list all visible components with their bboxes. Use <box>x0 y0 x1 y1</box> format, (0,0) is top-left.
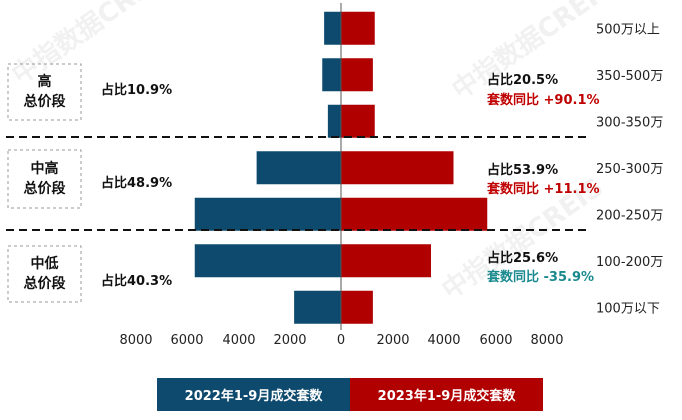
bar-2023 <box>341 11 375 45</box>
category-label: 100-200万 <box>596 255 663 270</box>
bar-2022 <box>194 197 341 231</box>
bar-2022 <box>294 290 341 324</box>
category-label: 250-300万 <box>596 162 663 177</box>
share-2022-label: 占比48.9% <box>101 175 172 191</box>
group-separators <box>6 136 590 231</box>
share-2023-label: 占比25.6% <box>487 250 558 266</box>
legend-swatch-2022 <box>157 378 350 411</box>
category-labels: 500万以上 350-500万 300-350万 250-300万 200-250万 10… <box>596 22 663 316</box>
x-tick-label: 0 <box>337 333 345 348</box>
x-tick-label: 8000 <box>530 333 563 348</box>
x-tick-label: 2000 <box>273 333 306 348</box>
legend-swatch-2023 <box>350 378 543 411</box>
group-label: 总价段 <box>24 275 66 292</box>
bar-2023 <box>341 197 488 231</box>
share-2023-label: 占比20.5% <box>487 72 558 88</box>
category-label: 300-350万 <box>596 115 663 130</box>
legend-label-2023: 2023年1-9月成交套数 <box>378 388 517 404</box>
bar-2022 <box>327 104 341 138</box>
bar-2023 <box>341 244 431 278</box>
legend-label-2022: 2022年1-9月成交套数 <box>185 388 324 404</box>
group-label: 总价段 <box>24 180 66 197</box>
x-tick-label: 6000 <box>170 333 203 348</box>
group-label: 高 <box>38 73 52 90</box>
x-axis-ticks: 8000 6000 4000 2000 0 2000 4000 6000 8000 <box>119 333 563 348</box>
watermark-text: 中指数据CREIS <box>447 0 619 106</box>
bar-2022 <box>322 58 341 92</box>
yoy-change-label: 套数同比 -35.9% <box>486 269 594 285</box>
group-label: 总价段 <box>24 93 66 110</box>
x-tick-label: 6000 <box>479 333 512 348</box>
share-2023-label: 占比53.9% <box>487 162 558 178</box>
x-tick-label: 8000 <box>119 333 152 348</box>
x-tick-label: 4000 <box>427 333 460 348</box>
group-box <box>7 63 82 121</box>
legend: 2022年1-9月成交套数 2023年1-9月成交套数 <box>157 378 543 411</box>
x-tick-label: 4000 <box>222 333 255 348</box>
bar-2022 <box>324 11 341 45</box>
category-label: 200-250万 <box>596 208 663 223</box>
bar-2023 <box>341 104 375 138</box>
bar-layer <box>194 3 488 330</box>
category-label: 350-500万 <box>596 69 663 84</box>
group-box <box>7 149 82 209</box>
bar-2023 <box>341 290 373 324</box>
share-2022-label: 占比10.9% <box>101 82 172 98</box>
category-label: 500万以上 <box>596 22 660 37</box>
category-label: 100万以下 <box>596 301 660 316</box>
x-tick-label: 2000 <box>376 333 409 348</box>
bar-2022 <box>194 244 341 278</box>
group-label: 中低 <box>31 255 59 272</box>
group-box <box>7 245 82 303</box>
yoy-change-label: 套数同比 +90.1% <box>486 92 600 108</box>
bar-2023 <box>341 151 454 185</box>
yoy-change-label: 套数同比 +11.1% <box>486 181 600 197</box>
bar-2022 <box>256 151 341 185</box>
share-2022-label: 占比40.3% <box>101 273 172 289</box>
group-label: 中高 <box>31 160 59 177</box>
bar-2023 <box>341 58 373 92</box>
watermark-text: 中指数据CREIS <box>7 0 179 91</box>
